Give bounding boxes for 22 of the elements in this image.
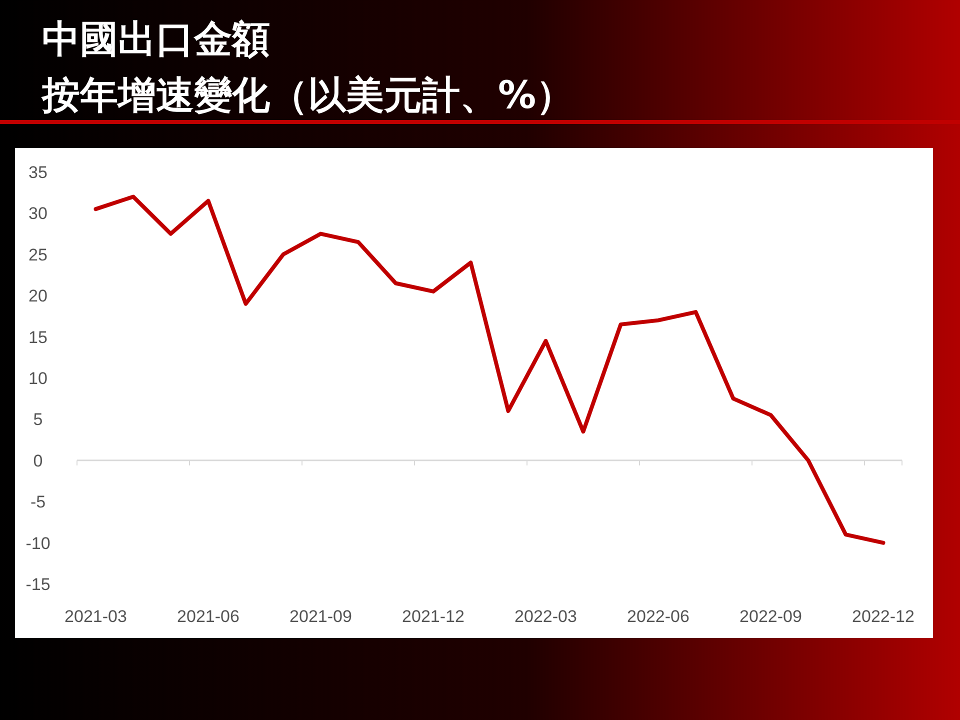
y-tick-label: 15	[28, 328, 48, 347]
chart-subtitle: 按年增速變化（以美元計、%）	[41, 73, 574, 117]
y-tick-label: 10	[28, 369, 48, 388]
y-tick-label: 30	[28, 204, 48, 224]
y-tick-label: 35	[28, 163, 48, 182]
x-tick-label: 2021-12	[402, 607, 464, 626]
x-tick-label: 2022-03	[514, 607, 577, 626]
y-tick-label: -15	[26, 575, 50, 594]
x-tick-label: 2022-09	[740, 607, 802, 626]
chart-title: 中國出口金額	[42, 17, 270, 61]
y-tick-label: -5	[30, 492, 46, 512]
x-tick-label: 2021-06	[177, 607, 240, 626]
y-tick-label: -10	[26, 534, 50, 553]
y-tick-label: 20	[28, 286, 48, 306]
line-series	[94, 194, 886, 545]
y-tick-label: 5	[33, 410, 43, 430]
x-tick-label: 2022-06	[627, 607, 690, 626]
x-tick-label: 2021-09	[290, 607, 352, 626]
x-tick-label: 2021-03	[64, 607, 127, 626]
x-tick-label: 2022-12	[852, 607, 914, 626]
y-tick-label: 25	[28, 245, 48, 264]
y-tick-label: 0	[33, 451, 43, 470]
